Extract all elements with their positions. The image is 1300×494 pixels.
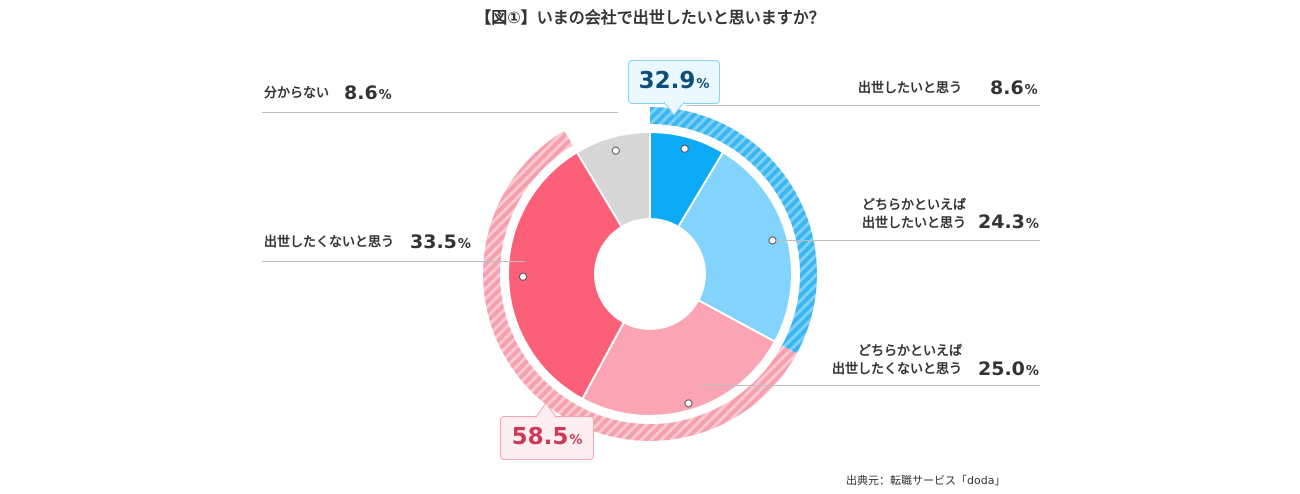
donut-hole (594, 218, 706, 330)
slice-marker-unknown (611, 146, 620, 155)
slice-value-unit: % (1024, 83, 1038, 98)
slice-label-somewhat-want: どちらかといえば 出世したいと思う (862, 198, 967, 231)
slice-value-somewhat-not-want: 25.0% (978, 358, 1039, 380)
pie-slice-somewhat-not-want (581, 272, 777, 417)
leader-line-somewhat-want (775, 240, 1040, 241)
slice-label-want: 出世したいと思う (858, 81, 963, 96)
callout-value: 32.9 (638, 68, 696, 94)
slice-value-unit: % (1025, 364, 1039, 379)
slice-value-not-want: 33.5% (410, 231, 471, 253)
callout-want-total: 32.9% (628, 60, 720, 104)
callout-pointer-red (536, 402, 556, 418)
leader-line-somewhat-not-want (697, 385, 1040, 386)
leader-line-not-want (262, 261, 525, 262)
slice-value-number: 33.5 (410, 231, 457, 253)
slice-value-number: 8.6 (990, 77, 1024, 99)
callout-unit: % (569, 433, 583, 448)
chart-title: 【図①】いまの会社で出世したいと思いますか？ (475, 8, 825, 27)
source-note: 出典元：転職サービス「doda」 (846, 474, 1006, 487)
leader-line-want (686, 105, 1040, 106)
slice-value-unknown: 8.6% (344, 82, 392, 104)
slice-value-unit: % (378, 88, 392, 103)
leader-line-unknown (262, 112, 618, 113)
callout-not-want-total: 58.5% (500, 416, 594, 460)
slice-value-number: 24.3 (978, 211, 1025, 233)
slice-marker-somewhat-not-want (684, 399, 693, 408)
slice-marker-not-want (519, 272, 528, 281)
slice-value-want: 8.6% (990, 77, 1038, 99)
slice-value-number: 8.6 (344, 82, 378, 104)
slice-value-number: 25.0 (978, 358, 1025, 380)
callout-unit: % (696, 77, 710, 92)
slice-marker-want (680, 144, 689, 153)
slice-label-not-want: 出世したくないと思う (264, 235, 395, 250)
slice-value-unit: % (457, 237, 471, 252)
callout-pointer-blue (664, 102, 684, 116)
pie-slice-not-want (507, 150, 652, 401)
callout-value: 58.5 (511, 424, 569, 450)
pie-slice-somewhat-want (648, 150, 793, 343)
slice-label-unknown: 分からない (264, 86, 330, 101)
slice-value-somewhat-want: 24.3% (978, 211, 1039, 233)
group-ring-want (650, 107, 818, 354)
slice-value-unit: % (1025, 217, 1039, 232)
slice-label-somewhat-not-want: どちらかといえば 出世したくないと思う (831, 344, 962, 377)
